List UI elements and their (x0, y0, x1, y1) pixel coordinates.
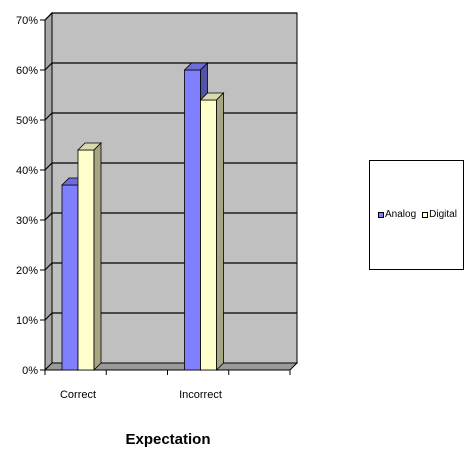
bar-side (93, 142, 102, 371)
bar-digital (77, 149, 95, 371)
y-tick-label: 0% (22, 365, 38, 377)
bar-analog (184, 69, 201, 371)
legend-item: Digital (422, 209, 457, 220)
y-tick-label: 50% (16, 115, 38, 127)
y-tick-label: 20% (16, 265, 38, 277)
legend-swatch (378, 211, 384, 218)
x-tick-label: Correct (60, 389, 96, 401)
legend-item: Analog (378, 209, 416, 220)
legend-label: Digital (429, 209, 457, 220)
y-tick-label: 40% (16, 165, 38, 177)
bar-side (216, 92, 224, 371)
x-axis-label: Expectation (125, 431, 210, 448)
y-tick-label: 70% (16, 15, 38, 27)
legend-swatch (422, 211, 429, 218)
y-tick-label: 10% (16, 315, 38, 327)
bar-digital (200, 99, 217, 371)
bar-analog (61, 184, 79, 371)
y-tick-label: 60% (16, 65, 38, 77)
legend-label: Analog (385, 209, 417, 220)
y-tick-label: 30% (16, 215, 38, 227)
legend: Analog Digital (369, 160, 464, 270)
gridline (44, 12, 297, 21)
gridline (44, 62, 297, 71)
x-tick-label: Incorrect (179, 389, 222, 401)
